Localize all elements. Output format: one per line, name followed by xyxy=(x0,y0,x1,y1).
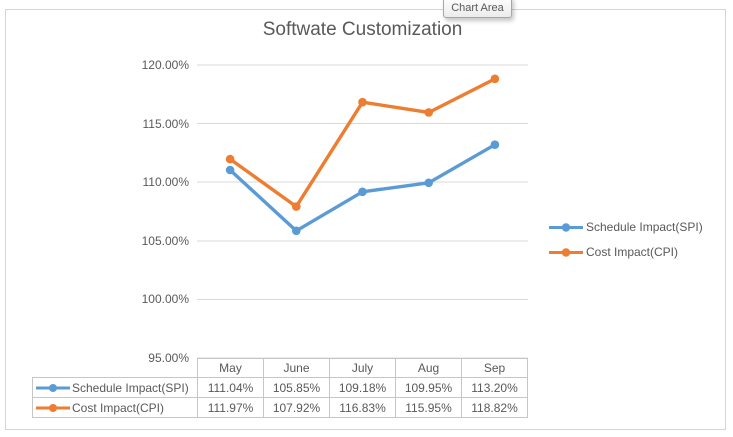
table-cell: 113.20% xyxy=(461,377,528,398)
table-header-row: May June July Aug Sep xyxy=(33,358,528,378)
legend-item-cpi[interactable]: Cost Impact(CPI) xyxy=(549,244,703,260)
legend-item-spi[interactable]: Schedule Impact(SPI) xyxy=(549,219,703,235)
y-tick-label: 95.00% xyxy=(148,351,189,365)
cpi-line-key-icon xyxy=(36,403,70,412)
table-row-spi: Schedule Impact(SPI) 111.04% 105.85% 109… xyxy=(32,377,528,398)
table-row-label-text: Schedule Impact(SPI) xyxy=(72,380,189,395)
chart-title[interactable]: Softwate Customization xyxy=(262,19,463,40)
table-cell: 109.18% xyxy=(329,377,396,398)
chart-area-tooltip: Chart Area xyxy=(443,0,512,18)
data-point-marker[interactable] xyxy=(358,97,367,107)
spi-line-key-icon xyxy=(549,222,583,232)
table-row-cpi: Cost Impact(CPI) 111.97% 107.92% 116.83%… xyxy=(32,397,528,418)
legend-label-cpi: Cost Impact(CPI) xyxy=(586,245,679,259)
table-cell: 109.95% xyxy=(395,377,462,398)
data-point-marker[interactable] xyxy=(424,178,433,188)
table-row-label-text: Cost Impact(CPI) xyxy=(72,400,165,415)
data-point-marker[interactable] xyxy=(292,226,301,236)
table-cell: 105.85% xyxy=(263,377,330,398)
y-tick-label: 100.00% xyxy=(141,292,189,307)
table-cell: 118.82% xyxy=(461,397,528,418)
legend-label-spi: Schedule Impact(SPI) xyxy=(586,220,703,234)
table-cell: 107.92% xyxy=(263,397,330,418)
table-cell: 111.97% xyxy=(197,397,264,418)
table-corner-cell xyxy=(33,359,198,378)
table-row-label-spi: Schedule Impact(SPI) xyxy=(32,377,198,398)
y-tick-label: 105.00% xyxy=(141,233,189,248)
data-point-marker[interactable] xyxy=(490,74,500,84)
data-point-marker[interactable] xyxy=(490,140,500,149)
y-axis[interactable]: 120.00% 115.00% 110.00% 105.00% 100.00% 95.00… xyxy=(95,0,189,380)
chart-legend[interactable]: Schedule Impact(SPI) Cost Impact(CPI) xyxy=(549,219,703,269)
table-col-header: July xyxy=(329,358,396,378)
data-point-marker[interactable] xyxy=(292,202,301,211)
table-col-header: May xyxy=(197,358,264,378)
y-tick-label: 115.00% xyxy=(142,116,189,131)
chart-data-table[interactable]: May June July Aug Sep Schedule Impact(SP… xyxy=(32,358,528,418)
data-point-marker[interactable] xyxy=(424,108,433,117)
cpi-line-key-icon xyxy=(549,247,583,257)
y-tick-label: 110.00% xyxy=(142,175,189,190)
table-col-header: Aug xyxy=(395,358,462,378)
table-row-label-cpi: Cost Impact(CPI) xyxy=(32,397,198,418)
table-cell: 111.04% xyxy=(197,377,264,398)
data-point-marker[interactable] xyxy=(358,187,367,197)
data-point-marker[interactable] xyxy=(225,154,235,164)
table-cell: 115.95% xyxy=(395,397,462,418)
y-tick-label: 120.00% xyxy=(141,58,189,72)
table-cell: 116.83% xyxy=(329,397,396,418)
table-col-header: June xyxy=(263,358,330,378)
table-col-header: Sep xyxy=(461,358,528,378)
plot-svg[interactable] xyxy=(197,64,528,359)
spi-line-key-icon xyxy=(36,383,70,392)
data-point-marker[interactable] xyxy=(225,165,235,175)
